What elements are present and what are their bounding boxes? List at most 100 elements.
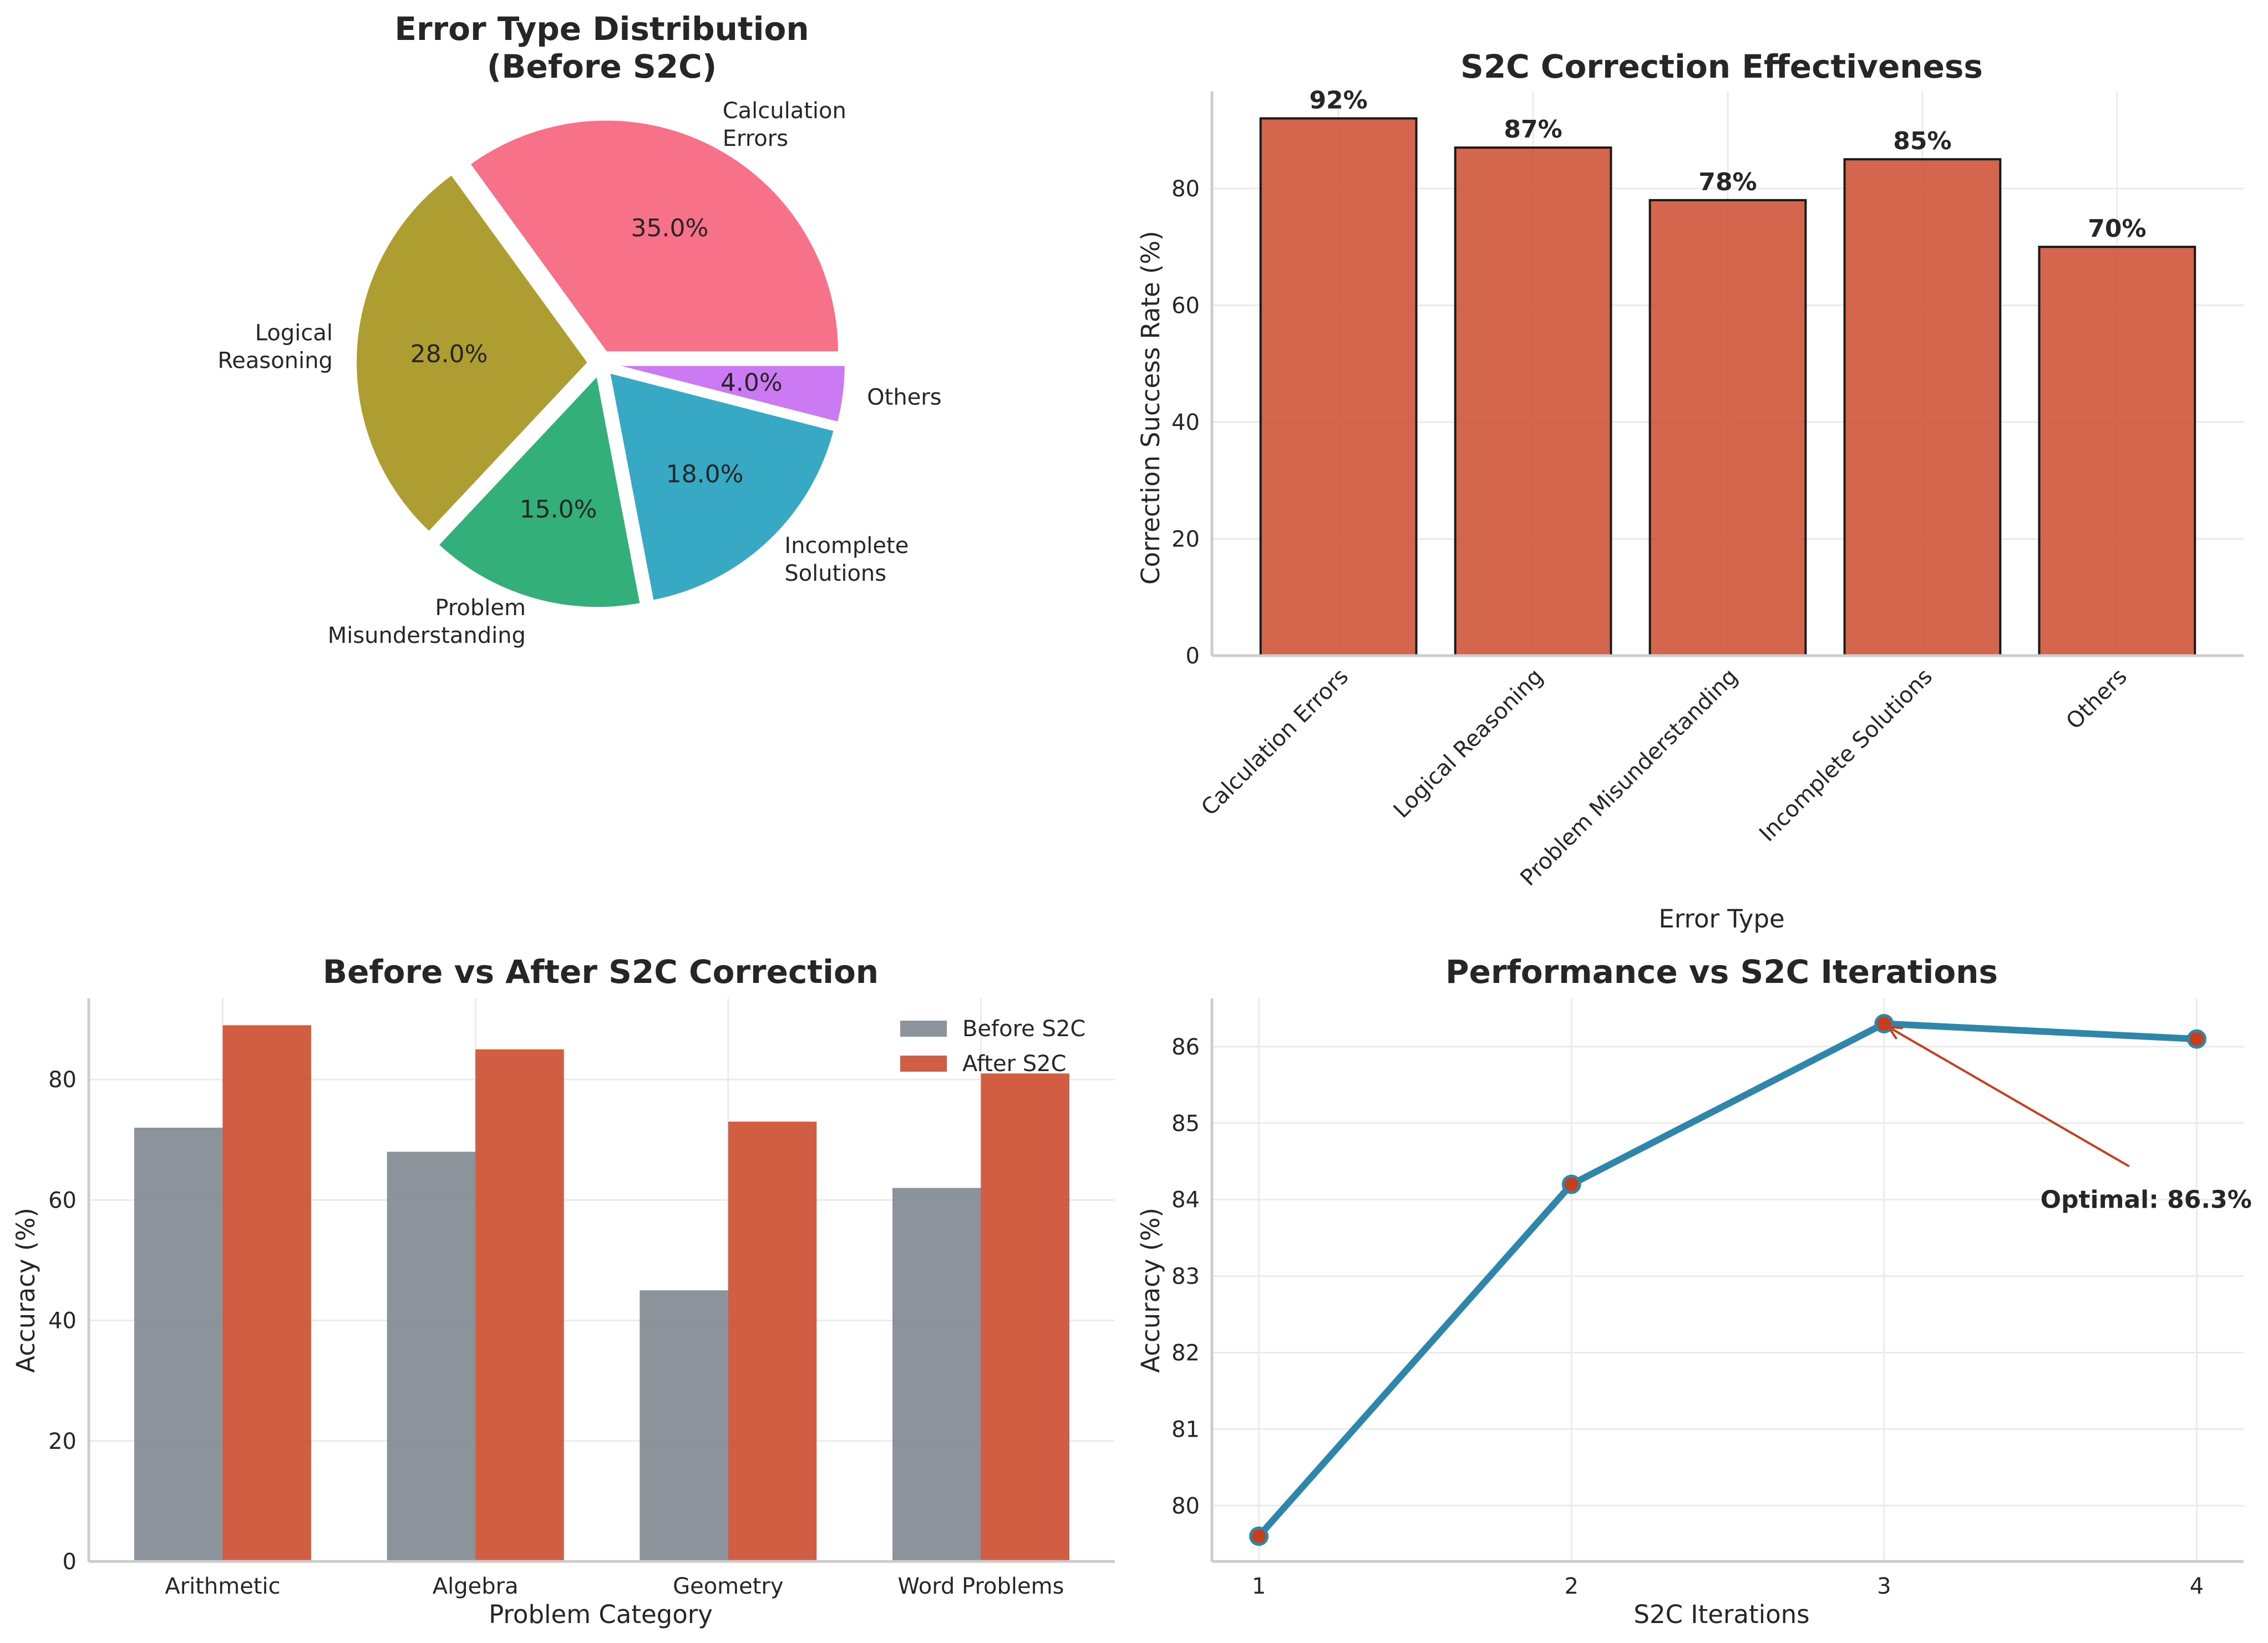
iterations-grid bbox=[1212, 998, 2244, 1561]
legend-label-before: Before S2C bbox=[962, 1016, 1085, 1042]
effectiveness-value-label: 85% bbox=[1893, 127, 1951, 155]
pie-slice-label: Solutions bbox=[784, 561, 886, 586]
accuracy-point bbox=[1249, 1526, 1269, 1546]
after-bar bbox=[981, 1073, 1069, 1561]
pie-slice-label: Problem bbox=[435, 595, 526, 621]
y-tick-label: 0 bbox=[63, 1549, 77, 1575]
after-bar bbox=[475, 1049, 564, 1561]
before-after-x-axis-label: Problem Category bbox=[489, 1600, 713, 1629]
iterations-series bbox=[1249, 1014, 2206, 1546]
pie-pct-label: 4.0% bbox=[721, 368, 783, 397]
x-tick-label: Logical Reasoning bbox=[1389, 664, 1548, 823]
x-tick-label: Incomplete Solutions bbox=[1754, 664, 1937, 847]
after-bar bbox=[728, 1122, 817, 1561]
effectiveness-title: S2C Correction Effectiveness bbox=[1460, 48, 1983, 85]
effectiveness-value-label: 78% bbox=[1698, 168, 1757, 196]
pie-slice bbox=[612, 363, 847, 424]
before-after-bars bbox=[134, 1025, 1069, 1561]
pie-chart-panel: Error Type Distribution (Before S2C) 35.… bbox=[217, 10, 941, 648]
y-tick-label: 85 bbox=[1171, 1111, 1200, 1137]
x-tick-label: Algebra bbox=[433, 1574, 519, 1599]
pie-slice bbox=[607, 371, 836, 602]
iterations-y-axis-label: Accuracy (%) bbox=[1136, 1208, 1165, 1373]
accuracy-point bbox=[2186, 1029, 2206, 1049]
before-bar bbox=[134, 1127, 223, 1561]
x-tick-label: 1 bbox=[1252, 1574, 1266, 1599]
pie-slice-label: Others bbox=[867, 385, 941, 410]
before-bar bbox=[892, 1188, 981, 1561]
pie-slice-label: Reasoning bbox=[217, 348, 333, 374]
y-tick-label: 82 bbox=[1171, 1341, 1200, 1366]
legend-swatch-before bbox=[900, 1021, 947, 1037]
effectiveness-value-label: 87% bbox=[1504, 115, 1562, 144]
effectiveness-y-axis-label: Correction Success Rate (%) bbox=[1136, 231, 1165, 585]
x-tick-label: 4 bbox=[2190, 1574, 2204, 1599]
iterations-title: Performance vs S2C Iterations bbox=[1445, 953, 1998, 991]
y-tick-label: 20 bbox=[48, 1429, 77, 1454]
pie-slice bbox=[354, 173, 590, 534]
pie-slice bbox=[436, 372, 642, 610]
iterations-chart-panel: Performance vs S2C Iterations 80 81 82 83 84… bbox=[1136, 953, 2252, 1629]
pie-slice bbox=[468, 118, 840, 354]
effectiveness-chart-panel: S2C Correction Effectiveness 92% 87% 78% 85… bbox=[1136, 48, 2244, 934]
effectiveness-bar bbox=[2038, 246, 2196, 657]
iterations-x-axis-label: S2C Iterations bbox=[1633, 1600, 1809, 1629]
effectiveness-bars: 92% 87% 78% 85% 70% bbox=[1259, 86, 2196, 657]
pie-slice-label: Logical bbox=[255, 321, 333, 346]
pie-slice-label: Incomplete bbox=[784, 533, 909, 559]
effectiveness-bar bbox=[1843, 158, 2002, 657]
optimal-annotation: Optimal: 86.3% bbox=[1886, 1026, 2252, 1214]
x-tick-label: Arithmetic bbox=[165, 1574, 280, 1599]
before-after-legend: Before S2C After S2C bbox=[900, 1016, 1085, 1077]
y-tick-label: 84 bbox=[1171, 1188, 1200, 1213]
legend-label-after: After S2C bbox=[962, 1051, 1067, 1077]
legend-swatch-after bbox=[900, 1056, 947, 1072]
y-tick-label: 40 bbox=[48, 1309, 77, 1334]
y-tick-label: 83 bbox=[1171, 1264, 1200, 1290]
iterations-axes: 80 81 82 83 84 85 86 1 2 3 4 bbox=[1171, 998, 2244, 1599]
pie-title-line-1: Error Type Distribution bbox=[394, 10, 809, 48]
annotation-arrow-head bbox=[1886, 1026, 1903, 1040]
x-tick-label: Geometry bbox=[673, 1574, 783, 1599]
y-tick-label: 80 bbox=[1171, 1493, 1200, 1519]
x-tick-label: Word Problems bbox=[898, 1574, 1064, 1599]
before-after-chart-panel: Before vs After S2C Correction 0 20 40 60 80… bbox=[11, 953, 1115, 1629]
y-tick-label: 0 bbox=[1186, 643, 1200, 669]
accuracy-line bbox=[1255, 1020, 2200, 1540]
pie-pct-label: 15.0% bbox=[520, 495, 597, 524]
y-tick-label: 40 bbox=[1171, 410, 1200, 435]
x-tick-label: Calculation Errors bbox=[1196, 664, 1353, 821]
y-tick-label: 81 bbox=[1171, 1417, 1200, 1442]
pie-slice-label: Misunderstanding bbox=[328, 623, 526, 648]
before-bar bbox=[387, 1152, 476, 1561]
effectiveness-bar bbox=[1454, 146, 1612, 657]
before-bar bbox=[640, 1290, 728, 1561]
accuracy-point bbox=[1561, 1174, 1581, 1194]
x-tick-label: Others bbox=[2061, 664, 2132, 735]
before-after-y-axis-label: Accuracy (%) bbox=[11, 1208, 40, 1373]
effectiveness-value-label: 70% bbox=[2088, 215, 2146, 243]
pie-pct-label: 28.0% bbox=[410, 340, 488, 368]
y-tick-label: 86 bbox=[1171, 1035, 1200, 1060]
pie-slice-label: Errors bbox=[723, 126, 788, 151]
after-bar bbox=[222, 1025, 311, 1561]
annotation-text: Optimal: 86.3% bbox=[2041, 1186, 2252, 1214]
before-after-title: Before vs After S2C Correction bbox=[323, 953, 879, 991]
pie-title-line-2: (Before S2C) bbox=[487, 48, 717, 85]
before-after-axes: 0 20 40 60 80 Arithmetic Algebra Geometry Word P… bbox=[48, 998, 1115, 1599]
effectiveness-bar bbox=[1648, 199, 1807, 657]
y-tick-label: 80 bbox=[1171, 176, 1200, 202]
effectiveness-x-axis-label: Error Type bbox=[1658, 904, 1784, 934]
y-tick-label: 80 bbox=[48, 1067, 77, 1093]
pie-pct-label: 18.0% bbox=[666, 460, 744, 489]
x-tick-label: 3 bbox=[1877, 1574, 1891, 1599]
pie-pct-label: 35.0% bbox=[631, 214, 709, 242]
y-tick-label: 60 bbox=[1171, 293, 1200, 318]
annotation-arrow-line bbox=[1888, 1026, 2130, 1168]
y-tick-label: 60 bbox=[48, 1188, 77, 1213]
pie-slice-label: Calculation bbox=[723, 98, 846, 124]
x-tick-label: Problem Misunderstanding bbox=[1515, 664, 1743, 891]
effectiveness-value-label: 92% bbox=[1309, 86, 1367, 114]
